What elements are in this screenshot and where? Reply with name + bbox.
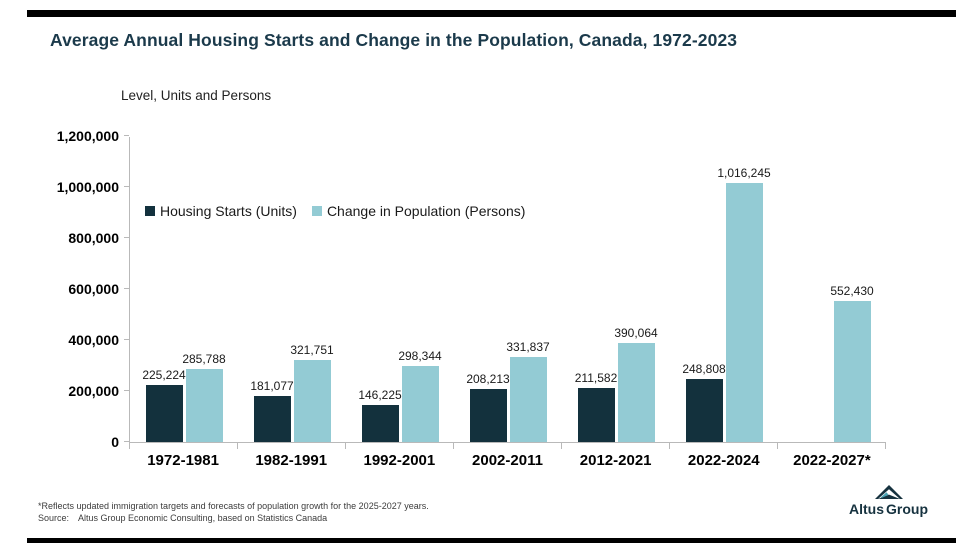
- y-tick-mark: [124, 135, 129, 136]
- x-tick-mark: [669, 443, 670, 449]
- housing-starts-bar-1972-1981: [145, 384, 183, 442]
- bar-value-label: 208,213: [466, 371, 510, 386]
- legend-item-population: Change in Population (Persons): [311, 203, 526, 219]
- bar-slot: 390,064: [614, 137, 658, 442]
- x-category-label: 2002-2011: [472, 452, 543, 469]
- y-tick-label: 400,000: [68, 332, 119, 348]
- x-category-label: 2012-2021: [579, 452, 652, 469]
- population-bar-1982-1991: [293, 359, 331, 442]
- source-label: Source:: [38, 513, 70, 523]
- population-bar-2002-2011: [509, 357, 547, 442]
- y-axis-title: Level, Units and Persons: [121, 88, 272, 103]
- bar-value-label: 248,808: [682, 361, 726, 376]
- bar-value-label: 211,582: [574, 371, 618, 386]
- population-bar-1992-2001: [401, 365, 439, 442]
- source-line: Source: Altus Group Economic Consulting, …: [38, 513, 327, 523]
- logo-text-altus: Altus: [849, 501, 884, 517]
- x-category-label: 1982-1991: [255, 452, 328, 469]
- housing-starts-bar-2012-2021: [577, 388, 615, 442]
- bar-slot: 285,788: [182, 137, 226, 442]
- bar-group-2022-2024: 248,808 1,016,245: [670, 137, 778, 442]
- bar-slot: 552,430: [830, 137, 874, 442]
- x-tick-mark: [453, 443, 454, 449]
- bar-group-2022-2027: 552,430: [778, 137, 886, 442]
- legend-item-housing-starts: Housing Starts (Units): [145, 203, 297, 219]
- bar-value-label: 390,064: [614, 325, 658, 340]
- bar-group-2012-2021: 211,582 390,064: [562, 137, 670, 442]
- x-tick-mark: [129, 443, 130, 449]
- y-tick-label: 200,000: [68, 383, 119, 399]
- chart-legend: Housing Starts (Units) Change in Populat…: [145, 203, 525, 219]
- bar-slot: 331,837: [506, 137, 550, 442]
- y-tick-mark: [124, 288, 129, 289]
- y-tick-label: 800,000: [68, 230, 119, 246]
- x-axis-category-labels: 1972-1981 1982-1991 1992-2001 2002-2011 2012…: [129, 452, 886, 469]
- bar-value-label: 298,344: [398, 348, 442, 363]
- bar-slot: 211,582: [574, 137, 618, 442]
- population-bar-2022-2027: [833, 301, 871, 442]
- y-tick-label: 1,000,000: [56, 179, 119, 195]
- y-tick-label: 600,000: [68, 281, 119, 297]
- y-tick-mark: [124, 237, 129, 238]
- bar-slot: [794, 137, 831, 442]
- bottom-accent-bar: [27, 538, 956, 543]
- bar-group-1982-1991: 181,077 321,751: [238, 137, 346, 442]
- bar-value-label: 146,225: [358, 387, 402, 402]
- source-text: Altus Group Economic Consulting, based o…: [78, 513, 328, 523]
- y-tick-label: 1,200,000: [56, 128, 119, 144]
- legend-label-population: Change in Population (Persons): [326, 203, 526, 219]
- altus-group-logo: Altus Group: [846, 485, 931, 517]
- y-tick-mark: [124, 441, 129, 442]
- bar-value-label: 552,430: [830, 284, 874, 299]
- altus-group-logo-text: Altus Group: [849, 501, 928, 517]
- bar-slot: 225,224: [142, 137, 186, 442]
- bar-slot: 1,016,245: [717, 137, 771, 442]
- bar-slot: 248,808: [682, 137, 726, 442]
- x-tick-mark: [344, 443, 346, 449]
- bar-value-label: 331,837: [506, 340, 550, 355]
- bar-slot: 298,344: [398, 137, 442, 442]
- bar-groups-container: 225,224 285,788 181,077 321,751 146,225 298,3…: [130, 137, 886, 442]
- page-title: Average Annual Housing Starts and Change…: [50, 30, 738, 50]
- y-tick-mark: [124, 339, 129, 340]
- population-bar-1972-1981: [185, 369, 223, 442]
- bar-slot: 181,077: [250, 137, 294, 442]
- bar-value-label: 225,224: [142, 367, 186, 382]
- x-tick-mark: [236, 443, 238, 449]
- housing-starts-bar-1992-2001: [361, 404, 399, 442]
- y-tick-mark: [124, 186, 129, 187]
- bar-chart-plot-area: 225,224 285,788 181,077 321,751 146,225 298,3…: [57, 128, 886, 450]
- y-tick-mark: [124, 390, 129, 391]
- x-category-label: 2022-2027*: [793, 452, 871, 469]
- population-bar-2012-2021: [617, 342, 655, 442]
- bar-value-label: 1,016,245: [717, 165, 771, 180]
- bar-slot: 321,751: [290, 137, 334, 442]
- housing-starts-bar-2022-2024: [685, 378, 723, 442]
- x-category-label: 1972-1981: [147, 452, 219, 469]
- bar-value-label: 285,788: [182, 352, 226, 367]
- x-category-label: 2022-2024: [687, 452, 760, 469]
- population-legend-swatch-icon: [311, 206, 322, 216]
- logo-text-group: Group: [886, 501, 928, 517]
- housing-starts-bar-1982-1991: [253, 395, 291, 442]
- x-category-label: 1992-2001: [363, 452, 436, 469]
- y-tick-label: 0: [111, 434, 119, 450]
- bar-slot: 208,213: [466, 137, 510, 442]
- population-bar-2022-2024: [725, 182, 763, 442]
- x-tick-mark: [560, 443, 562, 449]
- bar-value-label: 321,751: [290, 342, 334, 357]
- bar-group-1972-1981: 225,224 285,788: [130, 137, 238, 442]
- x-tick-mark: [885, 443, 886, 449]
- bar-value-label: 181,077: [250, 378, 294, 393]
- housing-starts-bar-2002-2011: [469, 388, 507, 442]
- x-tick-mark: [777, 443, 778, 449]
- bar-group-1992-2001: 146,225 298,344: [346, 137, 454, 442]
- chart-footnote: *Reflects updated immigration targets an…: [38, 501, 429, 511]
- top-accent-bar: [27, 10, 956, 17]
- housing-starts-legend-swatch-icon: [145, 206, 155, 216]
- bar-slot: 146,225: [358, 137, 402, 442]
- legend-label-housing-starts: Housing Starts (Units): [160, 203, 297, 219]
- altus-group-mountain-icon: [874, 485, 903, 499]
- bar-group-2002-2011: 208,213 331,837: [454, 137, 562, 442]
